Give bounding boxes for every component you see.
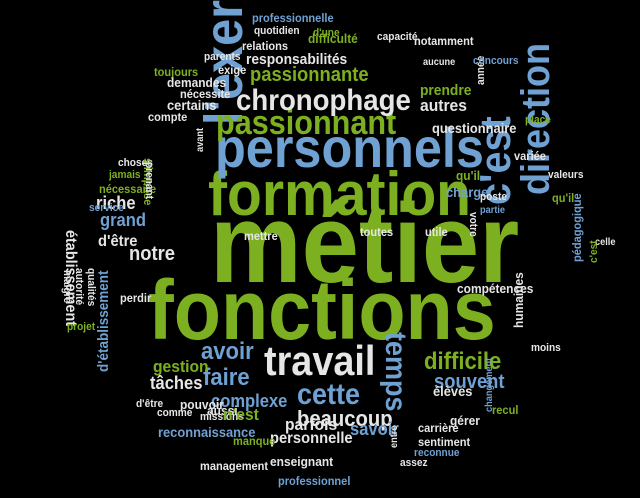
word-101: d'être	[136, 398, 164, 410]
word-81: toutes	[360, 225, 394, 239]
word-44: missions	[200, 411, 244, 423]
word-9: passionnant	[216, 104, 397, 142]
word-87: pédagogique	[570, 193, 584, 262]
word-72: certains	[167, 97, 217, 113]
word-47: comme	[157, 407, 193, 419]
word-31: professionnelle	[252, 11, 334, 25]
word-14: difficile	[424, 348, 502, 375]
word-60: notamment	[414, 34, 474, 48]
word-34: reconnaissance	[158, 424, 256, 440]
word-99: perdir	[120, 291, 152, 305]
word-88: c'est	[588, 240, 600, 263]
word-70: nécessite	[180, 87, 231, 101]
word-74: jamais	[109, 169, 141, 181]
word-71: compte	[148, 110, 188, 124]
word-100: d'établissement	[95, 270, 112, 372]
word-59: concours	[473, 55, 519, 67]
word-48: aussi	[207, 403, 238, 418]
word-80: mettre	[244, 229, 278, 243]
word-23: d'être	[98, 233, 138, 250]
word-15: passionnante	[250, 64, 369, 86]
word-20: gestion	[153, 357, 209, 376]
word-18: avoir	[201, 338, 254, 365]
word-79: avant	[195, 127, 206, 152]
word-32: professionnel	[278, 474, 351, 488]
word-64: d'une	[313, 27, 340, 39]
word-3: formation	[208, 160, 472, 229]
word-83: poste	[480, 191, 507, 203]
word-42: management	[200, 459, 269, 473]
word-54: valeurs	[548, 169, 584, 181]
word-38: gérer	[450, 413, 480, 428]
word-94: assez	[400, 457, 428, 469]
word-78: prenant	[143, 162, 155, 200]
word-96: autorité	[73, 268, 85, 306]
word-37: élèves	[433, 383, 473, 399]
word-40: sentiment	[418, 435, 471, 449]
word-51: qu'il	[552, 191, 575, 205]
word-55: place	[525, 114, 551, 126]
word-17: souvent	[434, 371, 505, 393]
word-22: notre	[129, 243, 175, 265]
word-27: questionnaire	[432, 120, 517, 136]
word-49: n'est	[223, 405, 259, 424]
word-66: parents	[204, 51, 241, 63]
word-16: complexe	[211, 391, 288, 411]
word-53: variée	[514, 149, 546, 163]
word-6: travail	[264, 337, 376, 384]
word-1: métier	[210, 181, 520, 306]
word-19: faire	[203, 364, 250, 391]
word-13: beaucoup	[297, 406, 393, 431]
word-92: changement	[484, 357, 495, 412]
word-89: humaines	[511, 272, 526, 328]
word-76: nécessaire	[99, 182, 157, 196]
word-82: utile	[425, 225, 448, 239]
word-11: cette	[297, 378, 361, 411]
word-98: projet	[67, 321, 96, 333]
word-10: chronophage	[236, 84, 411, 117]
word-4: personnels	[215, 116, 484, 179]
word-93: entre	[389, 425, 400, 448]
word-69: demandes	[167, 75, 227, 90]
word-77: service	[89, 202, 124, 214]
word-67: toujours	[154, 65, 199, 79]
word-63: quotidien	[254, 25, 300, 37]
word-39: carrière	[418, 421, 459, 435]
word-56: prendre	[420, 82, 472, 99]
word-58: aucune	[423, 57, 456, 68]
word-50: qu'il	[456, 168, 481, 183]
word-12: temps	[379, 332, 412, 412]
word-46: manque	[233, 434, 276, 448]
word-36: savoir	[350, 419, 399, 439]
word-73: choses	[118, 157, 153, 169]
word-52: charge	[446, 184, 489, 200]
word-84: votre	[467, 212, 479, 237]
word-30: responsabilités	[246, 51, 348, 68]
word-35: parfois	[285, 415, 338, 434]
word-2: fonctions	[148, 263, 496, 357]
word-21: tâches	[150, 373, 203, 393]
word-90: moins	[531, 342, 561, 354]
word-85: partie	[480, 205, 506, 216]
word-86: celle	[595, 237, 616, 248]
word-65: relations	[242, 39, 289, 53]
word-95: malgré	[61, 270, 73, 304]
word-91: recul	[492, 403, 519, 417]
word-25: riche	[96, 193, 136, 213]
word-62: difficulté	[308, 31, 358, 46]
word-41: reconnue	[414, 447, 460, 459]
word-28: compétences	[457, 281, 534, 296]
word-26: autres	[420, 96, 467, 115]
word-33: personnelle	[270, 430, 353, 447]
word-68: exige	[218, 63, 247, 77]
word-43: enseignant	[270, 454, 334, 469]
word-61: capacité	[377, 31, 418, 43]
word-24: grand	[100, 210, 147, 230]
word-45: pouvoir	[180, 397, 224, 412]
